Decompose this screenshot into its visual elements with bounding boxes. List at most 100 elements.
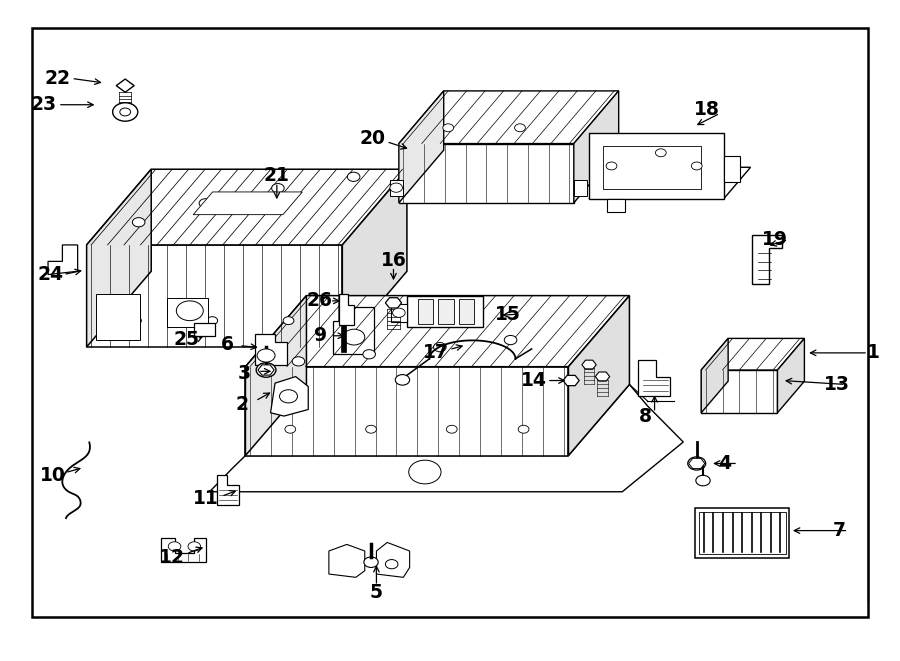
Circle shape (272, 184, 284, 193)
Text: 2: 2 (235, 395, 248, 414)
Polygon shape (778, 338, 805, 412)
Bar (602, 146, 701, 189)
Text: 8: 8 (639, 407, 652, 426)
Circle shape (434, 342, 446, 352)
Text: 9: 9 (314, 327, 328, 345)
Polygon shape (95, 294, 140, 340)
Text: 21: 21 (264, 167, 290, 185)
Bar (390, 180, 403, 196)
Circle shape (518, 425, 529, 433)
Text: 3: 3 (238, 364, 251, 383)
Circle shape (176, 301, 203, 321)
Text: 20: 20 (360, 129, 386, 148)
Polygon shape (638, 360, 670, 397)
Circle shape (120, 108, 130, 116)
Circle shape (688, 457, 706, 470)
Polygon shape (752, 235, 782, 284)
Text: 13: 13 (824, 375, 850, 394)
Polygon shape (86, 169, 407, 245)
Circle shape (365, 425, 376, 433)
Circle shape (443, 124, 454, 132)
Text: 18: 18 (694, 100, 719, 119)
Bar (574, 180, 588, 196)
Polygon shape (399, 91, 618, 143)
Circle shape (655, 149, 666, 157)
Circle shape (364, 557, 378, 567)
Polygon shape (574, 91, 618, 203)
Circle shape (280, 390, 298, 403)
Polygon shape (116, 79, 134, 93)
Polygon shape (338, 294, 354, 325)
Polygon shape (246, 367, 569, 455)
Circle shape (132, 217, 145, 227)
Polygon shape (161, 538, 206, 563)
Polygon shape (399, 143, 574, 203)
Polygon shape (246, 295, 629, 367)
Polygon shape (701, 338, 805, 370)
Text: 25: 25 (173, 330, 199, 348)
Text: 7: 7 (832, 521, 846, 540)
Polygon shape (256, 334, 287, 365)
Polygon shape (590, 167, 751, 199)
Text: 19: 19 (761, 230, 788, 249)
Text: 10: 10 (40, 466, 66, 485)
Text: 5: 5 (370, 583, 382, 602)
Polygon shape (194, 192, 302, 215)
Circle shape (199, 199, 212, 208)
Circle shape (504, 335, 517, 344)
Circle shape (292, 357, 305, 366)
Circle shape (390, 183, 402, 192)
Text: 15: 15 (495, 305, 521, 323)
Polygon shape (701, 338, 728, 412)
Polygon shape (246, 295, 306, 455)
Bar (438, 299, 454, 324)
Circle shape (696, 475, 710, 486)
Bar (194, 323, 215, 336)
Circle shape (130, 317, 141, 325)
Text: 26: 26 (306, 292, 332, 311)
Polygon shape (258, 365, 274, 375)
Circle shape (168, 542, 181, 551)
Circle shape (188, 542, 201, 551)
Bar (391, 303, 407, 322)
Text: 24: 24 (38, 265, 64, 284)
Circle shape (285, 425, 296, 433)
Text: 14: 14 (520, 371, 546, 390)
Polygon shape (385, 297, 401, 308)
Bar (32, 28, 868, 617)
Text: 11: 11 (194, 489, 219, 508)
Polygon shape (342, 169, 407, 347)
Circle shape (363, 350, 375, 359)
Bar (418, 299, 433, 324)
Polygon shape (607, 199, 625, 212)
Circle shape (606, 162, 616, 170)
Polygon shape (217, 475, 239, 505)
Polygon shape (48, 245, 77, 274)
Circle shape (395, 375, 410, 385)
Text: 22: 22 (44, 69, 70, 88)
Circle shape (385, 560, 398, 568)
Bar (340, 325, 346, 352)
Text: 17: 17 (423, 342, 448, 362)
Circle shape (409, 460, 441, 484)
Bar (459, 299, 474, 324)
Polygon shape (596, 372, 609, 381)
Polygon shape (376, 543, 410, 577)
Polygon shape (590, 133, 724, 199)
Polygon shape (86, 245, 342, 347)
Bar (167, 297, 208, 327)
Text: 6: 6 (221, 336, 234, 354)
Polygon shape (328, 545, 364, 577)
Bar (695, 508, 789, 558)
Text: 4: 4 (718, 454, 731, 473)
Circle shape (347, 173, 360, 181)
Bar (698, 512, 786, 555)
Polygon shape (563, 375, 580, 385)
Text: 23: 23 (31, 95, 57, 114)
Circle shape (446, 425, 457, 433)
Polygon shape (210, 385, 683, 492)
Text: 12: 12 (159, 548, 184, 567)
Polygon shape (271, 377, 308, 416)
Circle shape (112, 102, 138, 121)
Polygon shape (86, 169, 151, 347)
